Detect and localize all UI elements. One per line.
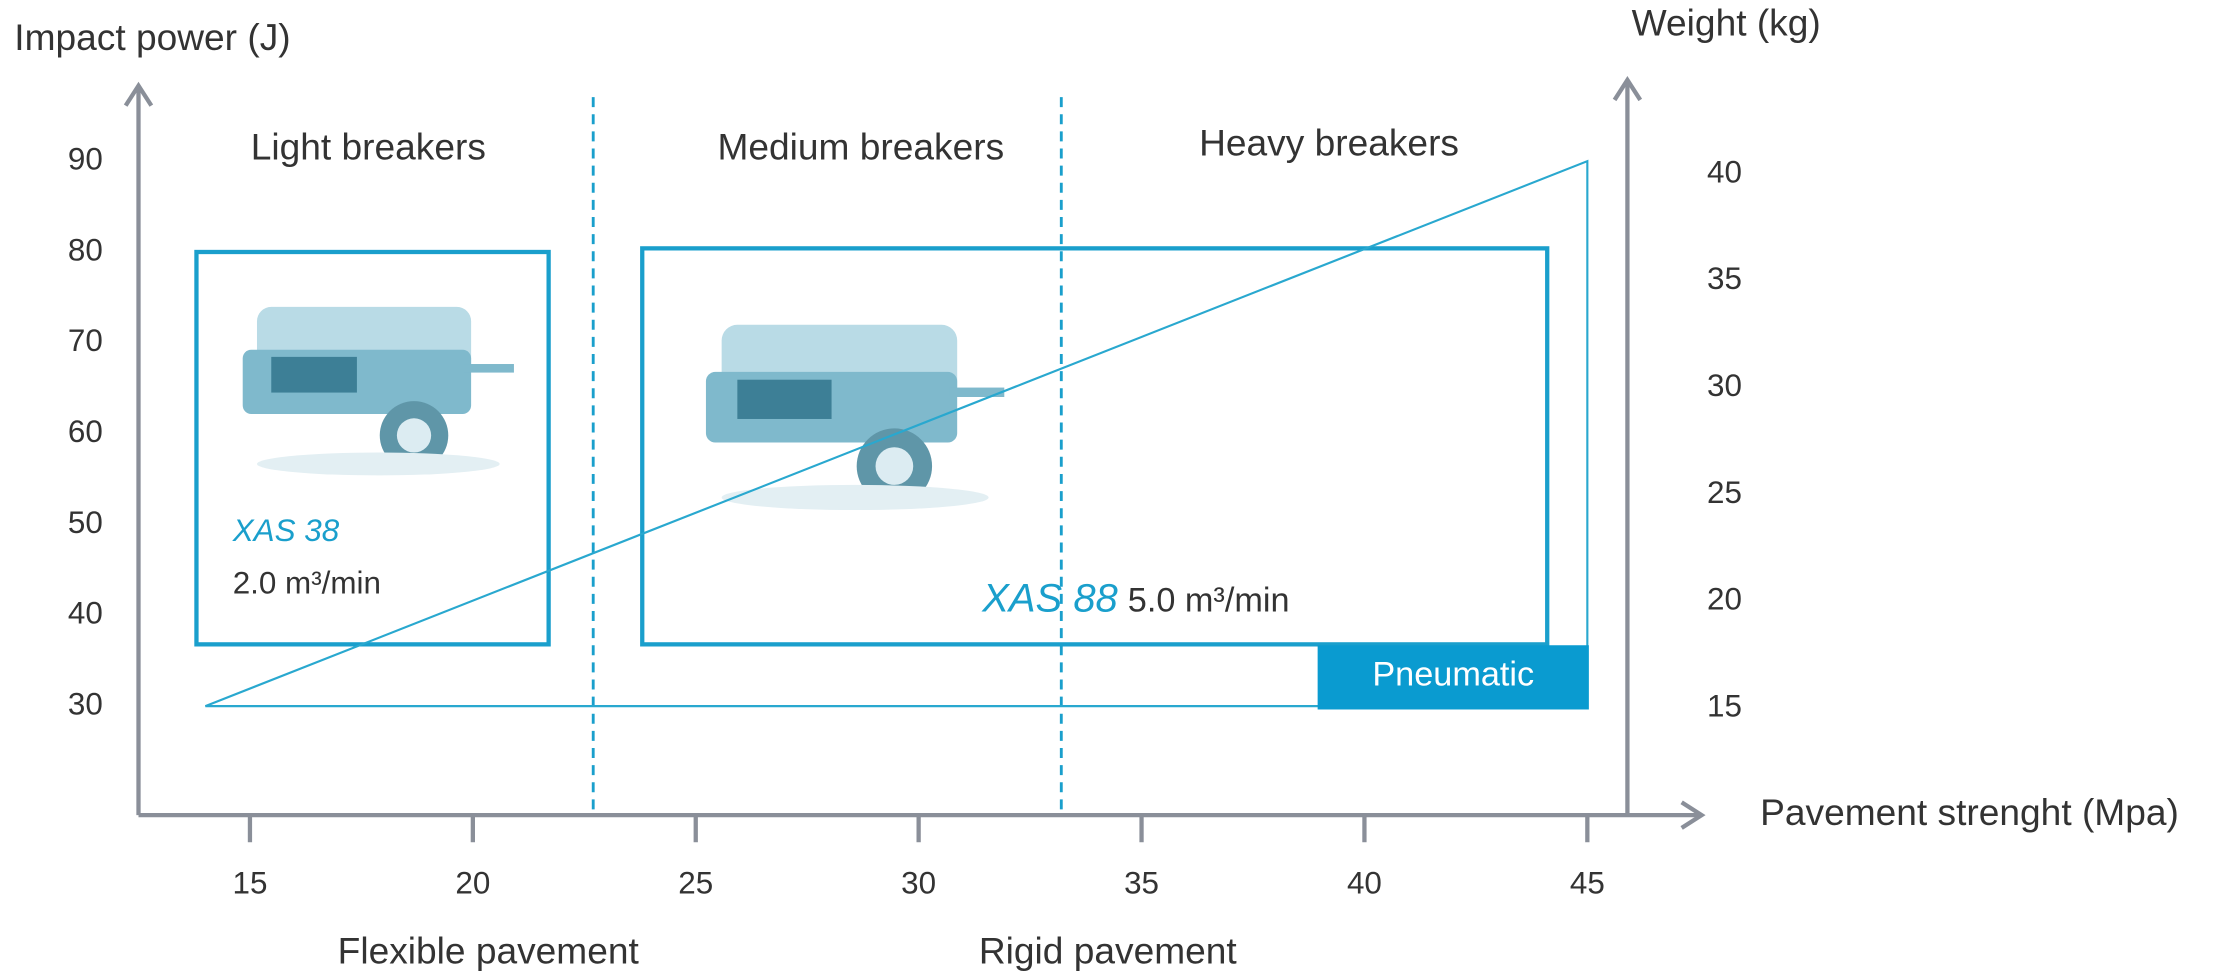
product-box (194, 249, 551, 647)
y2-tick-label: 30 (1707, 368, 1742, 403)
x-tick-label: 35 (1124, 865, 1159, 900)
y2-axis-label: Weight (kg) (1632, 1, 1821, 43)
arrow (123, 81, 154, 107)
x-tick-label: 45 (1570, 865, 1605, 900)
arrow (1680, 800, 1706, 830)
pavement-label: Flexible pavement (338, 929, 640, 971)
y-tick-label: 80 (68, 232, 103, 267)
legend-label: Pneumatic (1372, 656, 1534, 694)
arrow (1612, 75, 1643, 102)
y-tick-label: 70 (68, 323, 103, 358)
product-image (242, 306, 514, 476)
y-tick-label: 30 (68, 686, 103, 721)
model: XAS 38 (232, 513, 340, 548)
x-tick-label: 30 (901, 865, 936, 900)
y-axis-label: Impact power (J) (14, 16, 290, 58)
x-tick-label: 25 (678, 865, 713, 900)
product-image (705, 324, 1005, 511)
x-tick-label: 20 (455, 865, 490, 900)
product-box (640, 246, 1550, 647)
pneumatic-region (204, 159, 1589, 708)
y-tick-label: 50 (68, 505, 103, 540)
region-label: Heavy breakers (1199, 121, 1459, 163)
spec: 5.0 m³/min (1128, 581, 1290, 619)
model: XAS 88 (981, 577, 1118, 621)
pavement-label: Rigid pavement (979, 929, 1238, 971)
y2-tick-label: 40 (1707, 154, 1742, 189)
y2-tick-label: 35 (1707, 261, 1742, 296)
y2-tick-label: 25 (1707, 475, 1742, 510)
y-tick-label: 90 (68, 141, 103, 176)
x-axis-label: Pavement strenght (Mpa) (1760, 791, 2179, 833)
legend-box (1317, 645, 1589, 710)
region-label: Light breakers (251, 126, 486, 168)
spec: 2.0 m³/min (233, 566, 381, 601)
y2-tick-label: 15 (1707, 689, 1742, 724)
x-tick-label: 15 (232, 865, 267, 900)
region-label: Medium breakers (717, 126, 1004, 168)
y-tick-label: 40 (68, 596, 103, 631)
x-tick-label: 40 (1347, 865, 1382, 900)
y-tick-label: 60 (68, 414, 103, 449)
y2-tick-label: 20 (1707, 582, 1742, 617)
